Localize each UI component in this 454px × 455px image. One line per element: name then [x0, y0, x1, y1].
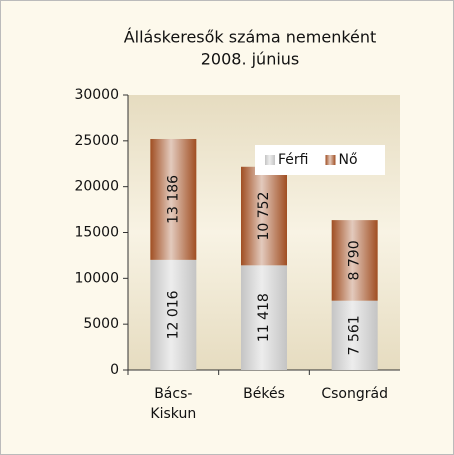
- legend-label: Nő: [338, 152, 357, 168]
- legend-box: [255, 145, 385, 175]
- y-tick-label: 5000: [83, 316, 119, 332]
- chart-title: Álláskeresők száma nemenként: [124, 28, 377, 47]
- bar-segment: [331, 220, 378, 301]
- y-tick-label: 25000: [74, 133, 119, 149]
- bar-segment: [150, 138, 197, 260]
- x-tick-label: Csongrád: [321, 386, 388, 402]
- data-label: 7 561: [347, 315, 363, 355]
- y-tick-label: 0: [110, 362, 119, 378]
- y-tick-label: 30000: [74, 87, 119, 103]
- legend-swatch: [265, 155, 275, 165]
- data-label: 12 016: [165, 290, 181, 339]
- bar-segment: [241, 265, 287, 370]
- bar-segment: [241, 166, 287, 266]
- chart-subtitle: 2008. június: [201, 50, 300, 69]
- x-tick-label: Békés: [243, 386, 285, 402]
- legend-swatch: [325, 155, 336, 165]
- y-tick-label: 10000: [74, 270, 119, 286]
- y-tick-label: 15000: [74, 225, 119, 241]
- bar-segment: [150, 259, 197, 370]
- data-label: 13 186: [165, 175, 181, 224]
- x-tick-label: Bács-Kiskun: [150, 386, 196, 422]
- bar-segment: [331, 300, 378, 370]
- data-label: 8 790: [347, 240, 363, 280]
- y-tick-label: 20000: [74, 179, 119, 195]
- data-label: 10 752: [256, 192, 272, 241]
- legend-label: Férfi: [278, 152, 308, 168]
- data-label: 11 418: [256, 293, 272, 342]
